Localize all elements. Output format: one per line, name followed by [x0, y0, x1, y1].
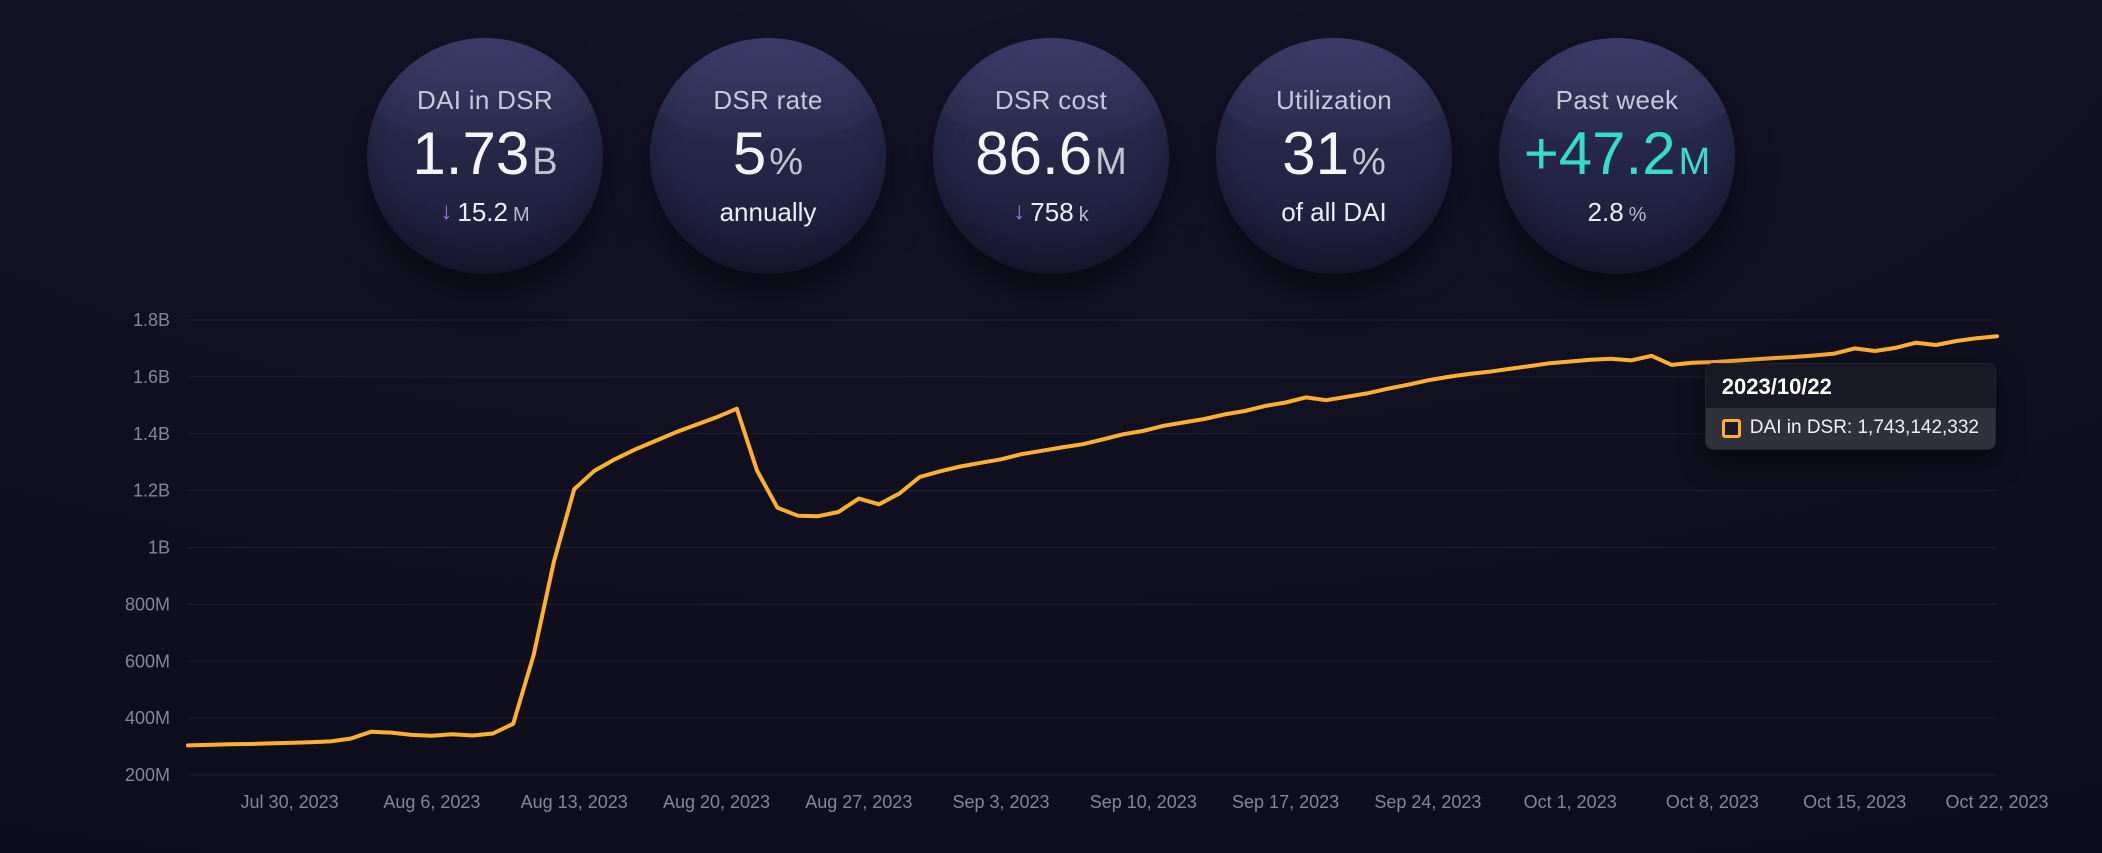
y-axis-label: 400M: [125, 708, 170, 728]
stat-title: Past week: [1555, 84, 1679, 115]
stat-value-number: 5: [732, 119, 767, 187]
stat-subtext: of all DAI: [1281, 196, 1387, 227]
stat-circle-utilization: Utilization 31% of all DAI: [1216, 38, 1452, 274]
stat-delta-suffix: k: [1078, 203, 1089, 226]
dai-in-dsr-line[interactable]: [186, 334, 1999, 748]
down-arrow-icon: ↓: [1013, 198, 1026, 225]
stat-value: 86.6 M: [975, 119, 1127, 187]
stat-value-suffix: B: [532, 140, 558, 183]
x-axis-label: Aug 27, 2023: [805, 792, 912, 812]
tooltip-date: 2023/10/22: [1721, 374, 1832, 399]
stat-value-suffix: M: [1095, 140, 1127, 183]
y-axis-label: 1B: [148, 538, 170, 558]
y-axis-label: 800M: [125, 594, 170, 614]
series-marker-icon: [1721, 418, 1741, 438]
stat-value: 1.73 B: [412, 119, 558, 187]
y-axis-label: 1.4B: [133, 424, 170, 444]
x-axis-label: Aug 13, 2023: [521, 792, 628, 812]
stat-value-number: 86.6: [975, 119, 1093, 187]
x-axis-label: Sep 17, 2023: [1232, 792, 1339, 812]
stat-value-suffix: %: [769, 140, 804, 183]
x-axis-label: Oct 8, 2023: [1666, 792, 1759, 812]
stat-subtext: 2.8%: [1588, 197, 1647, 228]
stat-title: DSR cost: [994, 84, 1108, 115]
down-arrow-icon: ↓: [440, 198, 453, 225]
stat-value: +47.2 M: [1523, 119, 1711, 187]
stat-delta: ↓ 15.2 M: [440, 197, 529, 228]
stat-subtext: annually: [719, 196, 817, 227]
stat-sub-value: 2.8: [1587, 196, 1624, 227]
stat-circle-dai-in-dsr: DAI in DSR 1.73 B ↓ 15.2 M: [367, 38, 603, 274]
stat-title: DSR rate: [713, 84, 823, 115]
stat-title: DAI in DSR: [417, 84, 553, 115]
stat-sub-suffix: %: [1628, 203, 1647, 226]
x-axis-label: Sep 3, 2023: [952, 792, 1049, 812]
stat-title: Utilization: [1275, 84, 1392, 115]
x-axis-label: Aug 6, 2023: [383, 792, 480, 812]
stat-circle-dsr-cost: DSR cost 86.6 M ↓ 758 k: [933, 38, 1169, 274]
y-axis-label: 600M: [125, 651, 170, 671]
stat-value-number: 1.73: [412, 119, 530, 187]
y-axis-label: 1.2B: [133, 481, 170, 501]
stat-value-suffix: M: [1678, 140, 1711, 183]
stat-circle-past-week: Past week +47.2 M 2.8%: [1499, 38, 1735, 274]
stat-value-number: 31: [1282, 119, 1349, 187]
x-axis-label: Oct 22, 2023: [1945, 792, 2048, 812]
stat-delta: ↓ 758 k: [1013, 197, 1088, 228]
x-axis-label: Oct 15, 2023: [1803, 792, 1906, 812]
stat-value: 5%: [732, 119, 804, 187]
stats-row: DAI in DSR 1.73 B ↓ 15.2 M DSR rate 5% ann…: [0, 0, 2102, 274]
dai-in-dsr-chart[interactable]: 1.8B 1.6B 1.4B 1.2B 1B 800M 600M 400M 200M Jul 30…: [0, 300, 2102, 830]
stat-value-suffix: %: [1351, 140, 1386, 183]
x-axis-label: Sep 10, 2023: [1090, 792, 1197, 812]
stat-value: 31%: [1282, 119, 1386, 187]
y-axis-label: 1.6B: [133, 367, 170, 387]
stat-delta-value: 758: [1030, 196, 1074, 227]
chart-tooltip: 2023/10/22 DAI in DSR: 1,743,142,332: [1704, 363, 1996, 450]
chart-canvas[interactable]: 1.8B 1.6B 1.4B 1.2B 1B 800M 600M 400M 200M Jul 30…: [0, 300, 2102, 830]
stat-delta-value: 15.2: [457, 196, 508, 227]
stat-delta-suffix: M: [512, 203, 530, 226]
x-axis-label: Sep 24, 2023: [1374, 792, 1481, 812]
stat-circle-dsr-rate: DSR rate 5% annually: [650, 38, 886, 274]
stat-value-number: +47.2: [1523, 119, 1676, 187]
x-axis-label: Oct 1, 2023: [1524, 792, 1617, 812]
x-axis-label: Jul 30, 2023: [241, 792, 339, 812]
tooltip-value: DAI in DSR: 1,743,142,332: [1749, 417, 1979, 438]
x-axis-label: Aug 20, 2023: [663, 792, 770, 812]
y-axis-label: 1.8B: [133, 310, 170, 330]
tooltip-value-row: DAI in DSR: 1,743,142,332: [1705, 408, 1995, 449]
y-axis-label: 200M: [125, 765, 170, 785]
